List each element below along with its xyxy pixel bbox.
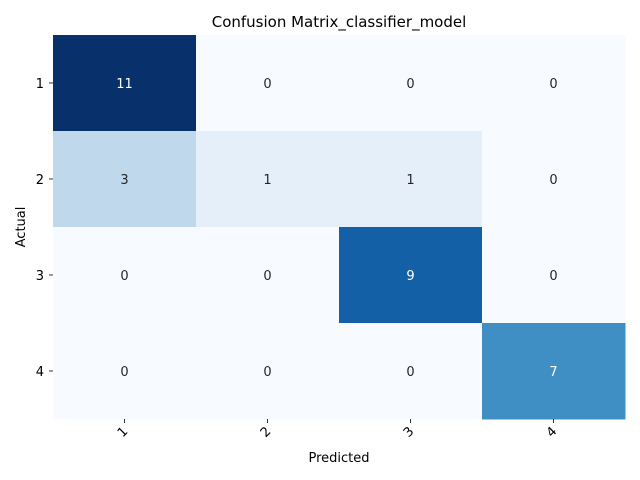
cell-value-r1-c3: 0 [406, 77, 414, 92]
y-tick-label-4: 4 [36, 365, 44, 380]
x-tick-label-3: 3 [401, 424, 417, 440]
x-tick-label-4: 4 [544, 424, 560, 440]
cell-value-r1-c4: 0 [549, 77, 557, 92]
cell-value-r3-c2: 0 [263, 269, 271, 284]
x-tick-label-1: 1 [115, 424, 131, 440]
cell-value-r2-c4: 0 [549, 173, 557, 188]
x-axis-ticks: 1 2 3 4 [115, 419, 560, 441]
chart-title: Confusion Matrix_classifier_model [212, 13, 467, 32]
cell-value-r2-c2: 1 [263, 173, 271, 188]
x-axis-label: Predicted [308, 451, 369, 466]
y-tick-label-1: 1 [36, 77, 44, 92]
cell-value-r3-c3: 9 [406, 269, 414, 284]
cell-value-r4-c4: 7 [549, 365, 557, 380]
cell-value-r2-c3: 1 [406, 173, 414, 188]
cell-value-r3-c4: 0 [549, 269, 557, 284]
heatmap-cells [53, 35, 626, 420]
y-axis-label: Actual [14, 207, 29, 248]
cell-value-r4-c2: 0 [263, 365, 271, 380]
y-axis-ticks: 1 2 3 4 [36, 77, 53, 380]
cell-value-r2-c1: 3 [120, 173, 128, 188]
cell-value-r4-c3: 0 [406, 365, 414, 380]
y-tick-label-2: 2 [36, 173, 44, 188]
cell-value-r4-c1: 0 [120, 365, 128, 380]
cell-value-r1-c2: 0 [263, 77, 271, 92]
x-tick-label-2: 2 [258, 424, 274, 440]
cell-value-r1-c1: 11 [116, 77, 133, 92]
cell-value-r3-c1: 0 [120, 269, 128, 284]
y-tick-label-3: 3 [36, 269, 44, 284]
